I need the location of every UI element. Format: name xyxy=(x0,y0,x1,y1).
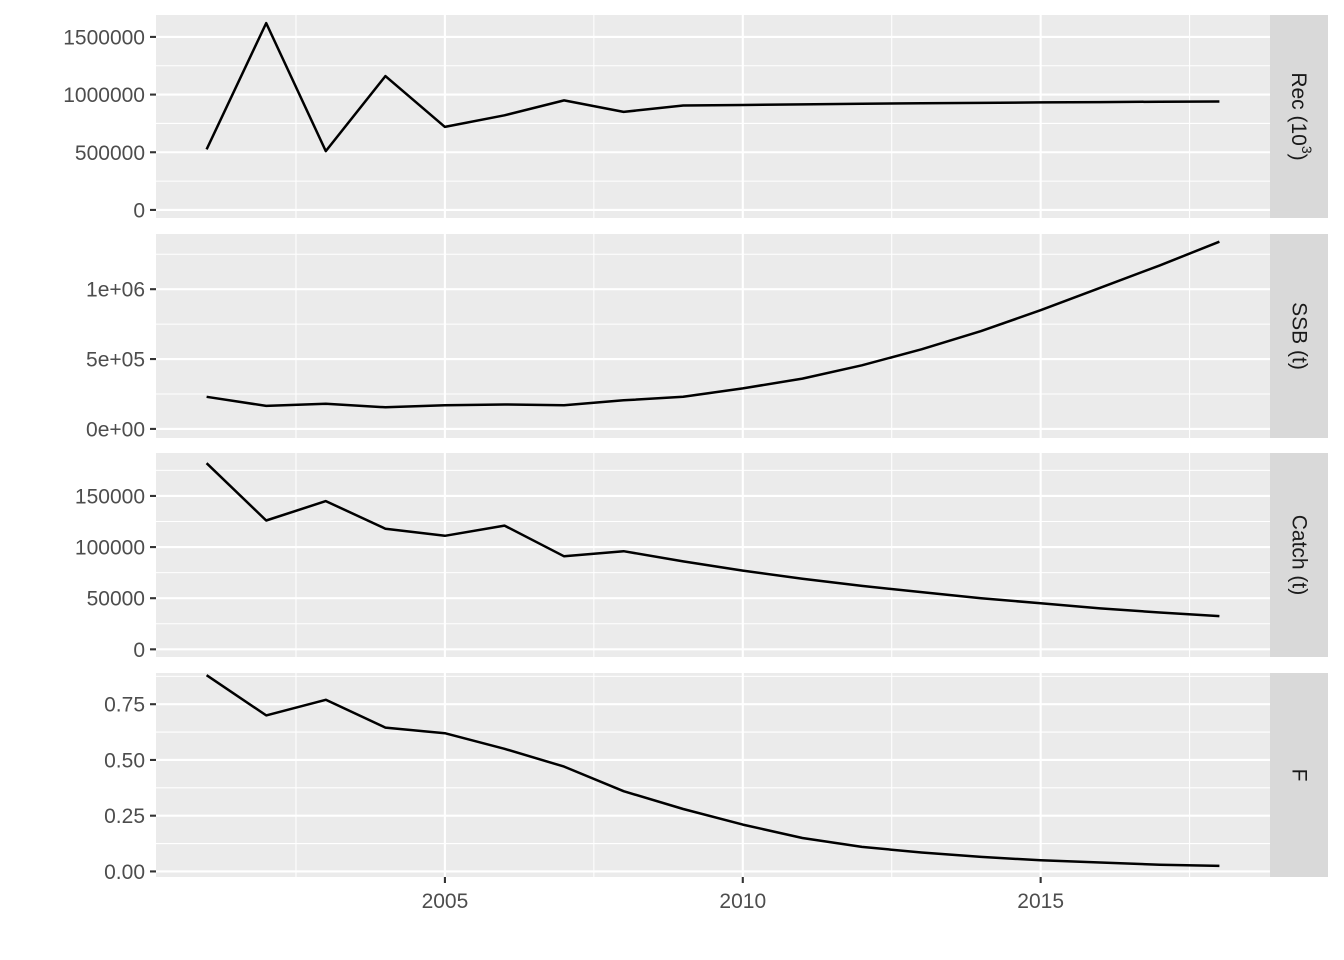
facet-panel-0: 0 500000 1000000 1500000 Rec (103) xyxy=(63,15,1328,222)
y-tick-label: 1500000 xyxy=(63,26,145,49)
y-tick-label: 0.00 xyxy=(104,861,145,884)
panel-background xyxy=(156,15,1270,218)
series-line xyxy=(205,462,1220,618)
series-line xyxy=(205,21,1220,153)
y-tick-label: 0.50 xyxy=(104,749,145,772)
x-tick-label: 2015 xyxy=(1017,890,1064,913)
y-tick-label: 500000 xyxy=(75,142,145,165)
facet-strip xyxy=(1270,673,1328,877)
facet-panel-3: 0.00 0.25 0.50 0.75 F xyxy=(104,673,1328,884)
panel-background xyxy=(156,234,1270,438)
facet-strip-label: SSB (t) xyxy=(1288,302,1311,370)
series-line xyxy=(206,240,1220,409)
series-line xyxy=(205,674,1220,868)
y-tick-label: 1000000 xyxy=(63,84,145,107)
y-tick-label: 0 xyxy=(133,199,145,222)
y-tick-label: 0.25 xyxy=(104,805,145,828)
facet-panel-1: 0e+00 5e+05 1e+06 SSB (t) xyxy=(86,234,1328,441)
x-axis: 2005 2010 2015 xyxy=(422,877,1064,913)
facet-strip-label: Catch (t) xyxy=(1288,515,1311,596)
y-tick-label: 1e+06 xyxy=(86,279,145,302)
facet-panel-2: 0 50000 100000 150000 Catch (t) xyxy=(75,453,1328,662)
facet-strip xyxy=(1270,453,1328,657)
y-tick-label: 100000 xyxy=(75,537,145,560)
strip-label-close: ) xyxy=(1288,154,1311,161)
strip-label-base: Rec (10 xyxy=(1288,72,1311,146)
y-tick-label: 0e+00 xyxy=(86,418,145,441)
y-tick-label: 0.75 xyxy=(104,694,145,717)
x-tick-label: 2005 xyxy=(422,890,469,913)
facet-strip-label: F xyxy=(1288,769,1311,782)
strip-label-superscript: 3 xyxy=(1299,146,1315,154)
facet-strip xyxy=(1270,15,1328,218)
y-tick-label: 150000 xyxy=(75,485,145,508)
panel-background xyxy=(156,453,1270,657)
facet-strip xyxy=(1270,234,1328,438)
facet-strip-label: Rec (103) xyxy=(1288,72,1316,160)
x-tick-label: 2010 xyxy=(719,890,766,913)
y-tick-label: 5e+05 xyxy=(86,349,145,372)
y-tick-label: 50000 xyxy=(87,588,145,611)
y-tick-label: 0 xyxy=(133,639,145,662)
